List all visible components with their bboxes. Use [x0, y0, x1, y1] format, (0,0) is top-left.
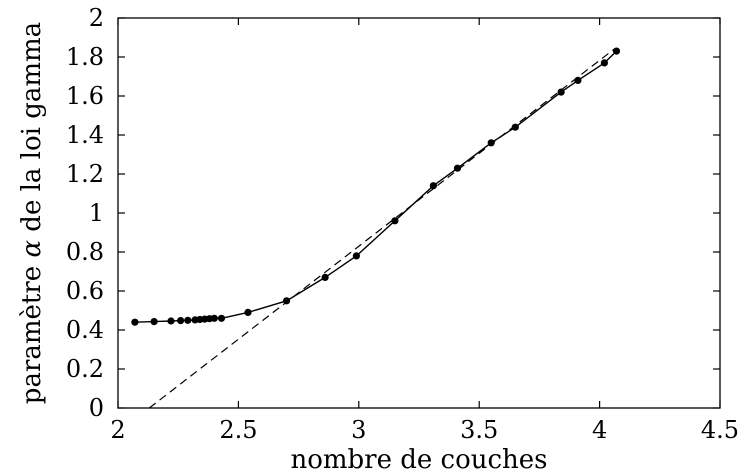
- data-point: [391, 217, 399, 225]
- y-axis-label-part-1: paramètre: [17, 258, 47, 405]
- y-tick-label: 0.8: [66, 238, 104, 266]
- plot-frame: [117, 17, 721, 409]
- data-point: [453, 164, 462, 172]
- y-tick-label: 0: [89, 394, 104, 422]
- plot-area: [131, 47, 621, 409]
- data-point: [177, 317, 185, 325]
- data-point: [511, 123, 519, 131]
- x-tick-label: 4: [592, 416, 607, 444]
- y-tick-label: 2: [89, 4, 104, 32]
- data-point: [283, 297, 291, 305]
- x-tick-label: 4.5: [701, 416, 739, 444]
- data-point: [612, 47, 621, 55]
- y-axis: 0 0.2 0.4 0.6 0.8 1 1.2 1.4 1.6 1.8 2: [66, 4, 720, 422]
- x-axis: 2 2.5 3 3.5 4 4.5: [110, 18, 739, 444]
- y-tick-label: 0.4: [66, 316, 104, 344]
- data-point: [557, 88, 565, 96]
- data-point: [352, 252, 360, 260]
- data-point: [244, 308, 252, 316]
- y-axis-label-part-2: de la loi gamma: [17, 22, 47, 240]
- data-point: [210, 314, 218, 322]
- x-axis-label: nombre de couches: [290, 445, 547, 473]
- data-point: [429, 182, 437, 190]
- series-line: [134, 50, 617, 323]
- x-tick-label: 2.5: [219, 416, 257, 444]
- y-axis-label: paramètre α de la loi gamma: [17, 22, 47, 404]
- x-tick-label: 2: [110, 416, 125, 444]
- y-tick-label: 1.6: [66, 82, 104, 110]
- y-tick-label: 0.6: [66, 277, 104, 305]
- x-tick-label: 3.5: [460, 416, 498, 444]
- data-point: [600, 59, 609, 67]
- data-point: [574, 76, 582, 84]
- y-axis-label-symbol: α: [17, 240, 47, 258]
- data-point: [131, 318, 139, 326]
- y-tick-label: 1: [89, 199, 104, 227]
- y-tick-label: 1.8: [66, 43, 104, 71]
- data-point: [487, 139, 495, 147]
- data-point: [150, 318, 158, 326]
- data-point: [167, 317, 175, 325]
- data-point: [184, 316, 192, 324]
- data-point: [217, 314, 226, 322]
- y-tick-label: 0.2: [66, 355, 104, 383]
- y-tick-label: 1.2: [66, 160, 104, 188]
- y-tick-label: 1.4: [66, 121, 104, 149]
- fit-line: [148, 48, 615, 409]
- x-tick-label: 3: [351, 416, 366, 444]
- data-point: [321, 273, 329, 281]
